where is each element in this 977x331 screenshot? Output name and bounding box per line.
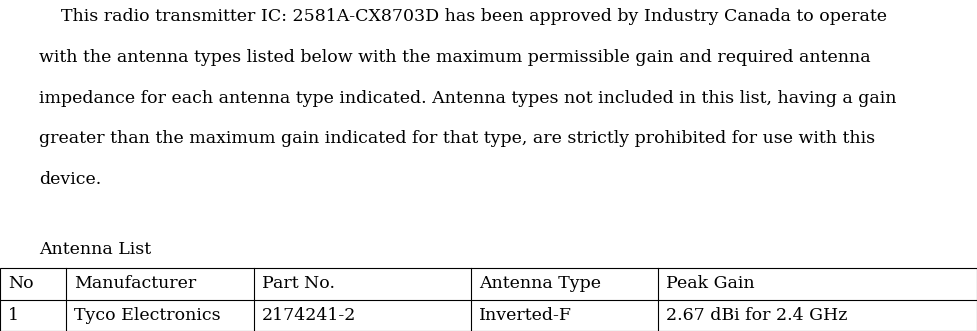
Text: device.: device. (39, 171, 102, 188)
Text: No: No (8, 275, 33, 292)
Text: Manufacturer: Manufacturer (74, 275, 196, 292)
Text: 2.67 dBi for 2.4 GHz: 2.67 dBi for 2.4 GHz (666, 307, 848, 324)
Text: Tyco Electronics: Tyco Electronics (74, 307, 221, 324)
Text: Antenna List: Antenna List (39, 242, 151, 259)
Text: 2174241-2: 2174241-2 (262, 307, 357, 324)
Text: Peak Gain: Peak Gain (666, 275, 755, 292)
Text: greater than the maximum gain indicated for that type, are strictly prohibited f: greater than the maximum gain indicated … (39, 130, 875, 147)
Text: with the antenna types listed below with the maximum permissible gain and requir: with the antenna types listed below with… (39, 49, 871, 66)
Text: This radio transmitter IC: 2581A-CX8703D has been approved by Industry Canada to: This radio transmitter IC: 2581A-CX8703D… (39, 8, 887, 25)
Text: Inverted-F: Inverted-F (479, 307, 572, 324)
Bar (0, 268, 977, 331)
Text: 1: 1 (8, 307, 19, 324)
Text: Antenna Type: Antenna Type (479, 275, 601, 292)
Text: impedance for each antenna type indicated. Antenna types not included in this li: impedance for each antenna type indicate… (39, 90, 897, 107)
Text: Part No.: Part No. (262, 275, 335, 292)
